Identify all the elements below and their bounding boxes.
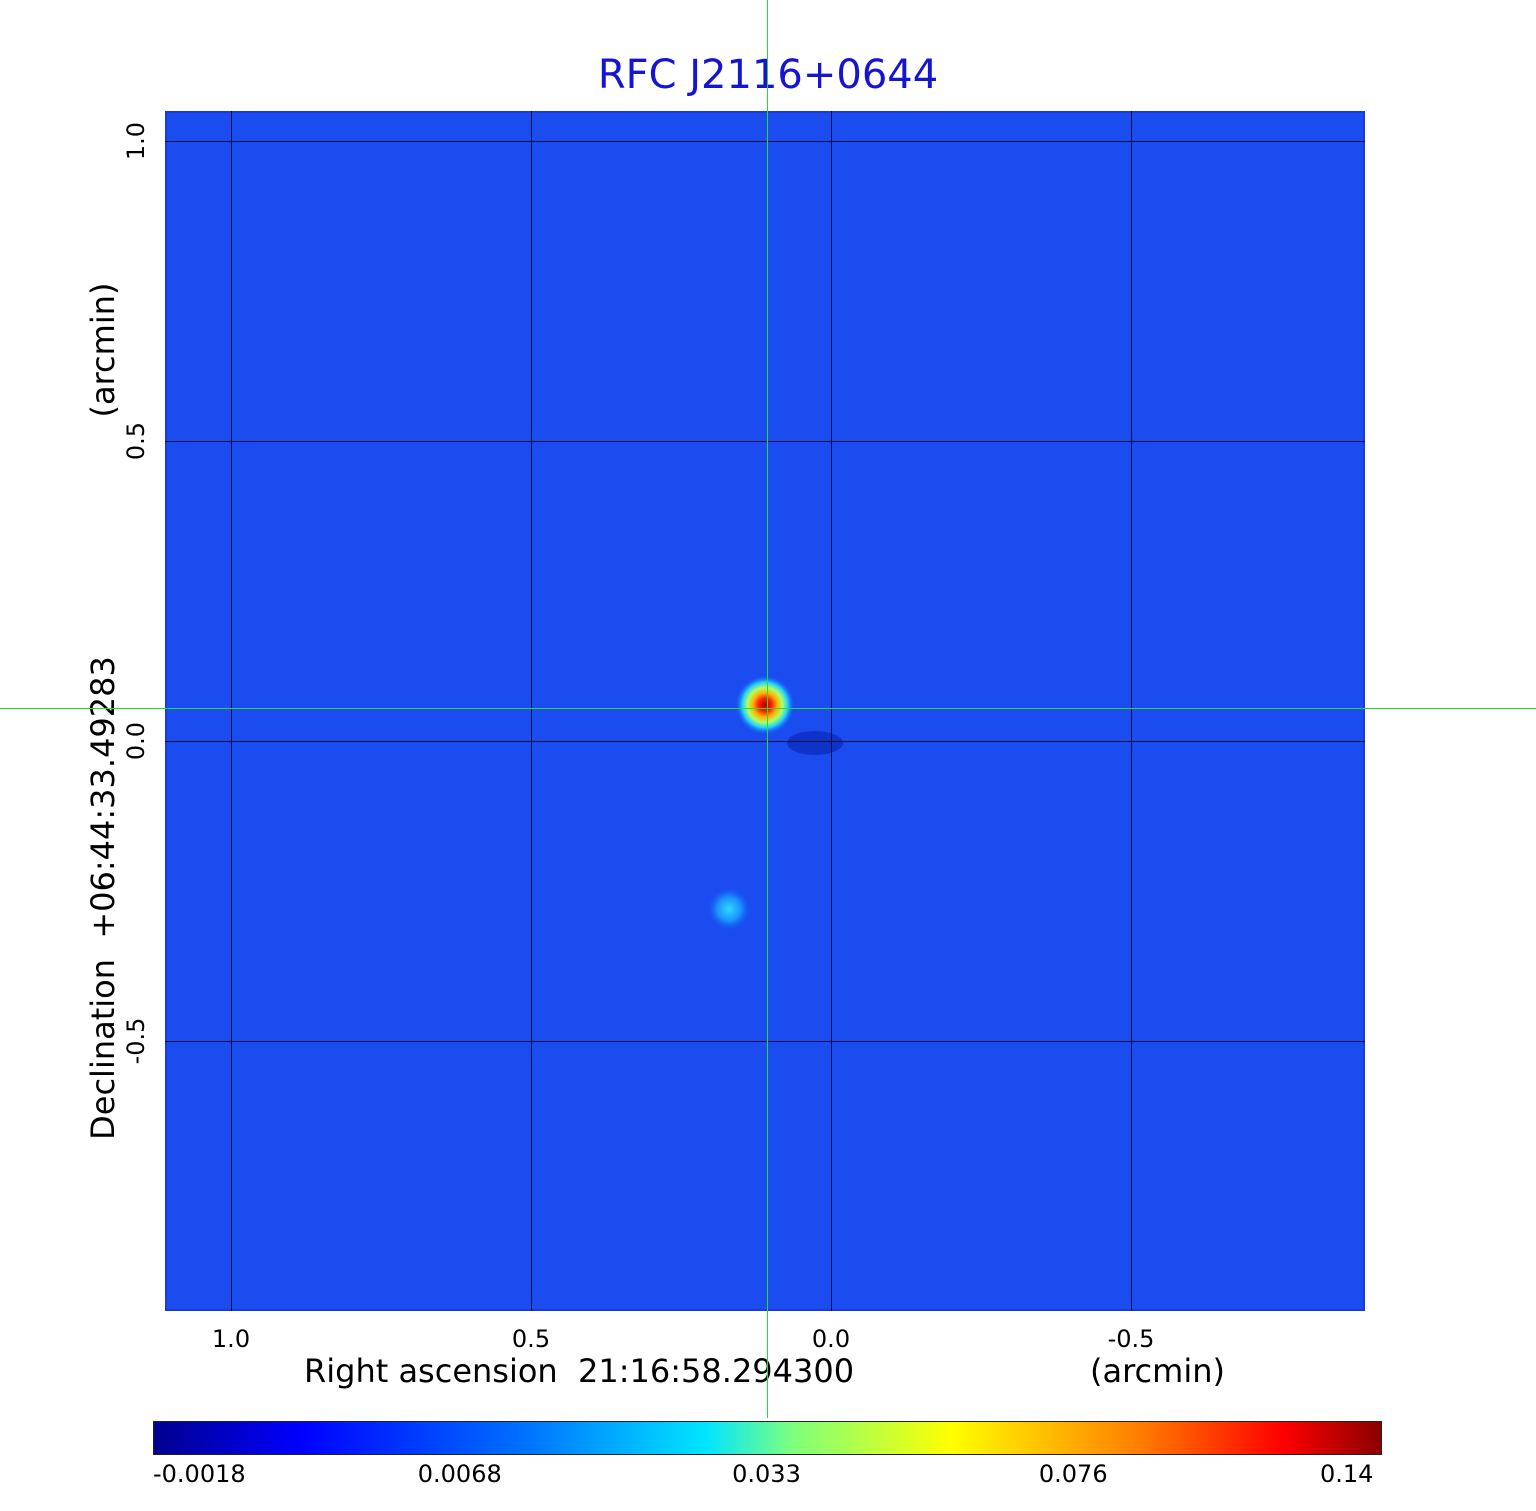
y-tick-label: 1.0 bbox=[122, 121, 150, 161]
crosshair-vertical bbox=[767, 0, 768, 1418]
grid-line-x bbox=[231, 111, 232, 1311]
x-tick-label: 0.5 bbox=[511, 1325, 551, 1353]
bright-source bbox=[735, 675, 795, 735]
chart-title: RFC J2116+0644 bbox=[597, 52, 939, 98]
grid-line-y bbox=[165, 441, 1365, 442]
crosshair-horizontal bbox=[0, 708, 1536, 709]
x-axis-unit: (arcmin) bbox=[1090, 1352, 1225, 1390]
colorbar-tick-label: 0.14 bbox=[1320, 1460, 1374, 1488]
intensity-map bbox=[707, 675, 843, 931]
x-tick-label: 1.0 bbox=[211, 1325, 251, 1353]
colorbar-tick-label: -0.0018 bbox=[153, 1460, 246, 1488]
image-plot-area bbox=[165, 111, 1365, 1311]
colorbar-tick-label: 0.033 bbox=[732, 1460, 801, 1488]
y-tick-label: -0.5 bbox=[122, 1017, 150, 1065]
colorbar-tick-label: 0.0068 bbox=[417, 1460, 502, 1488]
grid-line-x bbox=[1131, 111, 1132, 1311]
y-axis-label: Declination +06:44:33.49283 bbox=[84, 656, 122, 1140]
grid-line-y bbox=[165, 141, 1365, 142]
x-tick-label: -0.5 bbox=[1107, 1325, 1155, 1353]
colorbar-tick-label: 0.076 bbox=[1038, 1460, 1108, 1488]
x-tick-label: 0.0 bbox=[811, 1325, 851, 1353]
grid-line-y bbox=[165, 1041, 1365, 1042]
grid-line-x bbox=[831, 111, 832, 1311]
colorbar bbox=[153, 1421, 1382, 1455]
y-tick-label: 0.5 bbox=[122, 421, 150, 461]
x-axis-label: Right ascension 21:16:58.294300 bbox=[304, 1352, 855, 1390]
faint-source bbox=[707, 887, 751, 931]
grid-line-x bbox=[531, 111, 532, 1311]
negative-lobe bbox=[787, 731, 843, 755]
y-tick-label: 0.0 bbox=[122, 721, 150, 761]
grid-line-y bbox=[165, 741, 1365, 742]
y-axis-unit: (arcmin) bbox=[84, 282, 122, 418]
